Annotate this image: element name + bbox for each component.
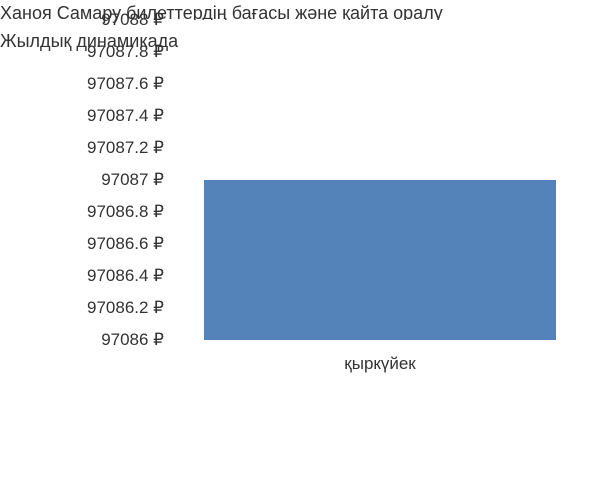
bar — [204, 180, 556, 340]
y-tick-label: 97086.8 ₽ — [0, 202, 164, 222]
y-tick-label: 97088 ₽ — [0, 10, 164, 30]
plot-area — [180, 20, 580, 340]
y-tick-label: 97086.2 ₽ — [0, 298, 164, 318]
y-tick-label: 97086.6 ₽ — [0, 234, 164, 254]
price-chart: 97088 ₽ 97087.8 ₽ 97087.6 ₽ 97087.4 ₽ 97087.… — [0, 0, 600, 500]
y-tick-label: 97086.4 ₽ — [0, 266, 164, 286]
y-tick-label: 97086 ₽ — [0, 330, 164, 350]
y-tick-label: 97087.4 ₽ — [0, 106, 164, 126]
y-tick-label: 97087.2 ₽ — [0, 138, 164, 158]
y-tick-label: 97087.8 ₽ — [0, 42, 164, 62]
y-tick-label: 97087.6 ₽ — [0, 74, 164, 94]
x-tick-label: қыркүйек — [344, 354, 415, 374]
y-tick-label: 97087 ₽ — [0, 170, 164, 190]
